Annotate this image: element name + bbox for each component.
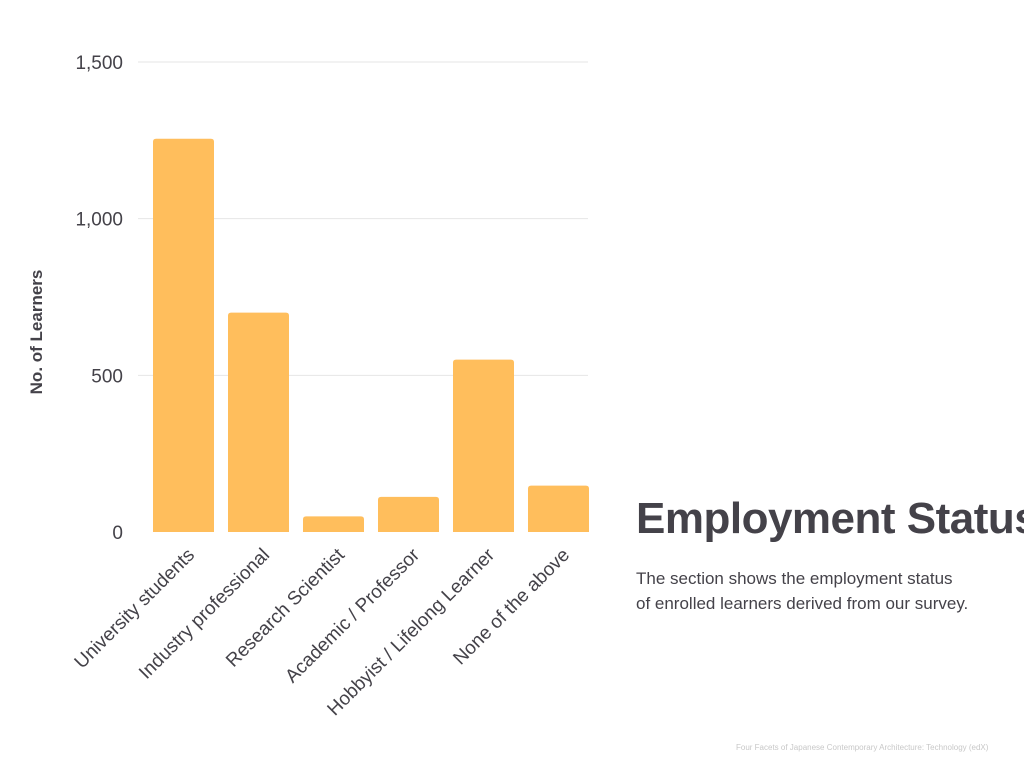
description-line-1: The section shows the employment status [636, 569, 953, 588]
x-tick-label: Industry professional [135, 545, 274, 684]
bar [378, 496, 439, 532]
source-footnote: Four Facets of Japanese Contemporary Arc… [736, 743, 989, 752]
y-axis-label: No. of Learners [27, 270, 46, 395]
y-tick-labels: 0 500 1,000 1,500 [75, 53, 123, 544]
bar [528, 485, 589, 532]
y-tick-label: 1,000 [75, 210, 123, 231]
section-description: The section shows the employment status … [636, 566, 1006, 616]
section-summary: Employment Status The section shows the … [636, 494, 1024, 616]
bars [153, 138, 589, 532]
bar [228, 312, 289, 532]
section-title: Employment Status [636, 494, 1024, 543]
bar [303, 516, 364, 532]
x-tick-label: Academic / Professor [281, 544, 424, 687]
y-tick-label: 0 [112, 523, 123, 544]
bar [453, 359, 514, 532]
employment-bar-chart: 0 500 1,000 1,500 University studentsIndust… [27, 53, 589, 720]
bar [153, 138, 214, 532]
y-tick-label: 500 [91, 366, 123, 387]
description-line-2: of enrolled learners derived from our su… [636, 594, 969, 613]
y-tick-label: 1,500 [75, 53, 123, 74]
